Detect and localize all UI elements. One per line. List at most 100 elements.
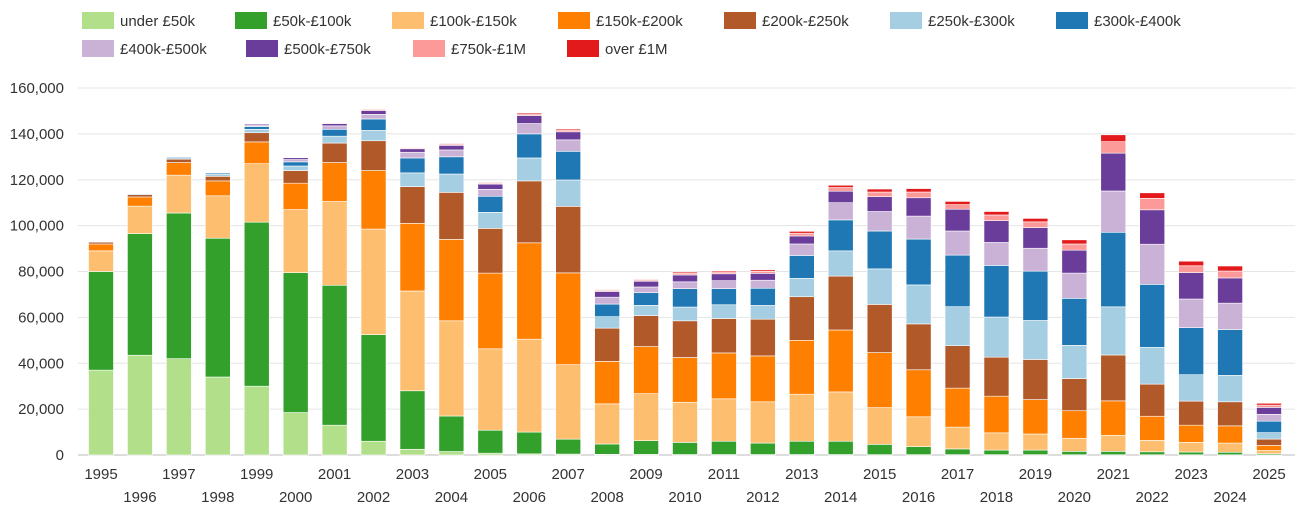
bar-segment <box>1178 260 1204 267</box>
bar-segment <box>1178 327 1204 376</box>
bar-stack-1999 <box>243 122 270 456</box>
bar-segment <box>1217 375 1243 403</box>
bar-segment <box>711 318 737 354</box>
bar-stack-1998 <box>205 171 231 456</box>
bar-segment <box>905 323 932 371</box>
bar-segment <box>555 206 582 274</box>
bar-segment <box>1217 451 1243 456</box>
bar-segment <box>477 183 504 190</box>
legend-item[interactable]: £500k-£750k <box>246 40 371 58</box>
bar-segment <box>243 221 270 387</box>
legend-item[interactable]: over £1M <box>567 40 668 58</box>
bar-segment <box>866 188 893 193</box>
bar-segment <box>282 165 309 171</box>
bar-segment <box>1061 345 1088 379</box>
bar-segment <box>1256 432 1282 440</box>
bar-stack-1997 <box>166 155 192 456</box>
bar-segment <box>1061 451 1088 456</box>
legend-item[interactable]: £250k-£300k <box>890 12 1015 30</box>
bar-segment <box>282 161 309 167</box>
bar-segment <box>983 356 1010 397</box>
bar-segment <box>750 287 776 306</box>
bar-segment <box>516 123 543 135</box>
bar-stack-2014 <box>827 184 854 456</box>
legend-swatch <box>82 40 114 57</box>
bar-segment <box>516 431 543 455</box>
legend-item[interactable]: £50k-£100k <box>235 12 352 30</box>
bar-segment <box>944 201 971 205</box>
bar-segment <box>672 274 698 283</box>
legend-item[interactable]: £200k-£250k <box>724 12 849 30</box>
y-tick-label: 140,000 <box>10 126 64 143</box>
bar-segment <box>282 412 309 456</box>
bar-segment <box>944 230 971 256</box>
bar-segment <box>1061 239 1088 245</box>
bar-segment <box>983 242 1010 266</box>
bar-segment <box>399 151 426 159</box>
bar-stack-2020 <box>1061 239 1088 456</box>
bar-segment <box>866 407 893 445</box>
bar-segment <box>516 338 543 433</box>
bar-segment <box>1100 141 1127 154</box>
bar-segment <box>594 403 620 445</box>
x-tick-label: 2021 <box>1097 466 1130 483</box>
bar-stack-2017 <box>944 201 971 456</box>
legend-item[interactable]: £400k-£500k <box>82 40 207 58</box>
bar-segment <box>321 123 348 127</box>
bar-segment <box>1256 438 1282 446</box>
bar-segment <box>633 286 659 294</box>
bar-segment <box>944 254 971 308</box>
bar-segment <box>1217 425 1243 444</box>
bar-segment <box>633 440 659 455</box>
bar-segment <box>866 352 893 408</box>
bar-segment <box>438 149 465 158</box>
bar-segment <box>477 272 504 350</box>
bar-segment <box>1256 450 1282 455</box>
legend-label: £200k-£250k <box>762 13 849 30</box>
bar-segment <box>516 242 543 340</box>
y-tick-label: 40,000 <box>18 355 64 372</box>
x-tick-label: 2008 <box>590 489 623 506</box>
bar-segment <box>243 163 270 223</box>
bar-segment <box>1100 190 1127 233</box>
bar-segment <box>360 140 387 171</box>
bar-segment <box>672 442 698 455</box>
legend-item[interactable]: £300k-£400k <box>1056 12 1181 30</box>
x-tick-label: 2009 <box>629 466 662 483</box>
bar-segment <box>944 448 971 455</box>
bar-stack-2016 <box>905 188 932 456</box>
bar-segment <box>1022 227 1049 249</box>
bar-segment <box>1178 298 1204 328</box>
bar-segment <box>1022 433 1049 451</box>
bar-segment <box>905 284 932 325</box>
x-tick-label: 2005 <box>474 466 507 483</box>
bar-segment <box>282 209 309 273</box>
bar-segment <box>711 273 737 281</box>
x-tick-label: 1995 <box>84 466 117 483</box>
legend-label: over £1M <box>605 41 668 58</box>
bar-segment <box>516 180 543 244</box>
legend-swatch <box>558 12 590 29</box>
bar-segment <box>282 182 309 210</box>
bar-segment <box>1178 272 1204 300</box>
x-tick-label: 2023 <box>1174 466 1207 483</box>
y-tick-label: 120,000 <box>10 172 64 189</box>
bar-segment <box>827 440 854 455</box>
bar-segment <box>127 233 153 356</box>
bar-segment <box>633 279 659 281</box>
x-tick-label: 2002 <box>357 489 390 506</box>
bar-stack-2018 <box>983 211 1010 456</box>
bar-segment <box>983 211 1010 216</box>
bar-segment <box>1217 270 1243 279</box>
bar-segment <box>750 442 776 455</box>
x-tick-label: 2013 <box>785 466 818 483</box>
legend-item[interactable]: £750k-£1M <box>413 40 526 58</box>
legend-item[interactable]: £100k-£150k <box>392 12 517 30</box>
bar-segment <box>243 128 270 134</box>
bar-segment <box>866 230 893 270</box>
bar-segment <box>788 243 815 256</box>
bar-segment <box>88 243 114 252</box>
legend-item[interactable]: under £50k <box>82 12 196 30</box>
legend-item[interactable]: £150k-£200k <box>558 12 683 30</box>
